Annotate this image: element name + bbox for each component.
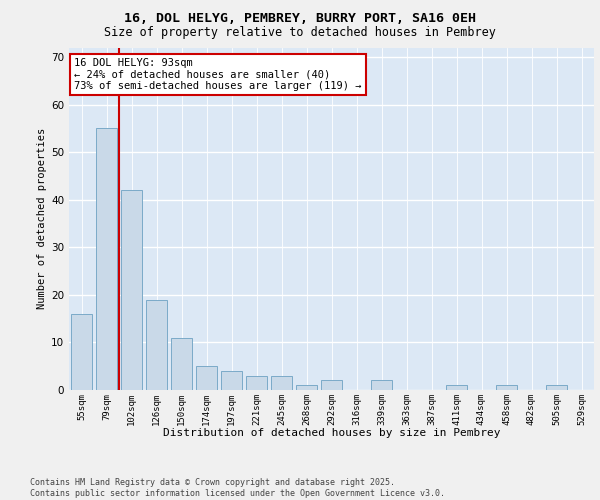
Bar	[546, 385, 567, 390]
Text: 16 DOL HELYG: 93sqm
← 24% of detached houses are smaller (40)
73% of semi-detach: 16 DOL HELYG: 93sqm ← 24% of detached ho…	[74, 58, 362, 91]
Y-axis label: Number of detached properties: Number of detached properties	[37, 128, 47, 310]
Bar	[296, 385, 317, 390]
Bar	[246, 376, 267, 390]
Bar	[221, 371, 242, 390]
Text: 16, DOL HELYG, PEMBREY, BURRY PORT, SA16 0EH: 16, DOL HELYG, PEMBREY, BURRY PORT, SA16…	[124, 12, 476, 26]
Text: Contains HM Land Registry data © Crown copyright and database right 2025.
Contai: Contains HM Land Registry data © Crown c…	[30, 478, 445, 498]
Bar	[496, 385, 517, 390]
Bar	[271, 376, 292, 390]
Bar	[96, 128, 117, 390]
Bar	[446, 385, 467, 390]
Bar	[371, 380, 392, 390]
Bar	[171, 338, 192, 390]
Bar	[146, 300, 167, 390]
X-axis label: Distribution of detached houses by size in Pembrey: Distribution of detached houses by size …	[163, 428, 500, 438]
Bar	[71, 314, 92, 390]
Bar	[121, 190, 142, 390]
Text: Size of property relative to detached houses in Pembrey: Size of property relative to detached ho…	[104, 26, 496, 39]
Bar	[196, 366, 217, 390]
Bar	[321, 380, 342, 390]
